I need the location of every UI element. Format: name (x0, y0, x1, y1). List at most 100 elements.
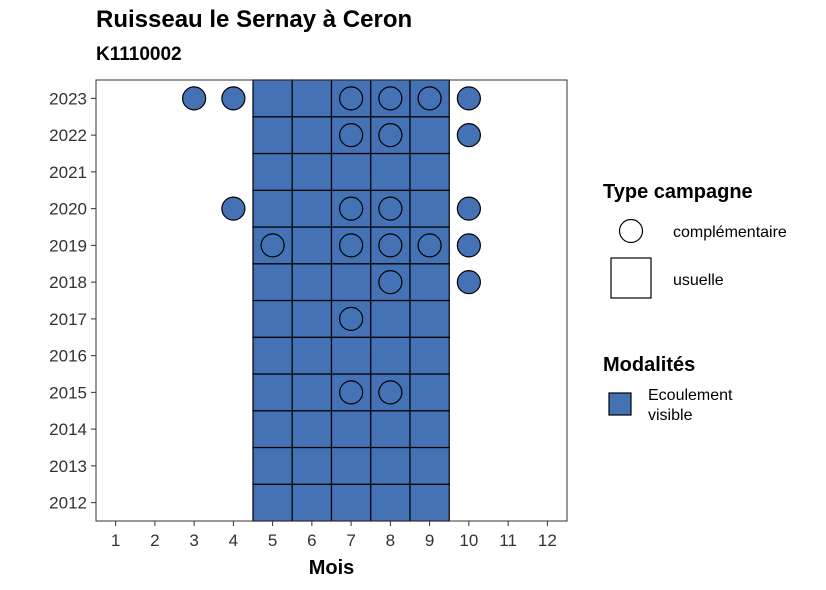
point-2018-10 (456, 270, 481, 295)
tile-2015-6 (291, 373, 333, 412)
point-2019-5 (260, 233, 285, 258)
point-2020-7 (339, 196, 364, 221)
legend-label-ecoulement: Ecoulement (648, 387, 733, 404)
tile-2015-5 (252, 373, 293, 412)
legend-fill-key (608, 392, 632, 416)
tile-2014-7 (330, 410, 372, 449)
tile-2023-7 (330, 79, 372, 118)
y-tick-label-2017: 2017 (49, 310, 87, 329)
x-tick-label-7: 7 (346, 531, 355, 550)
y-tick-label-2018: 2018 (49, 273, 87, 292)
tile-2022-6 (291, 116, 333, 155)
complementaire-points (182, 86, 481, 405)
legend-fill: Modalités Ecoulement visible (603, 354, 733, 424)
tile-2020-5 (252, 189, 293, 228)
tile-2019-8 (370, 226, 411, 265)
tile-2014-9 (409, 410, 450, 449)
tile-2012-7 (330, 483, 372, 522)
tile-2023-8 (370, 79, 411, 118)
x-tick-label-12: 12 (538, 531, 557, 550)
tile-2017-7 (330, 299, 372, 338)
tile-2017-5 (252, 299, 293, 338)
tile-2014-6 (291, 410, 333, 449)
tile-2020-8 (370, 189, 411, 228)
x-tick-label-11: 11 (499, 531, 517, 550)
tile-2014-8 (370, 410, 411, 449)
point-2020-4 (221, 196, 246, 221)
legend-label-complementaire: complémentaire (673, 224, 787, 241)
tile-2021-8 (370, 152, 411, 191)
point-2023-7 (339, 86, 364, 111)
point-2023-4 (221, 86, 246, 111)
tile-2013-7 (330, 446, 372, 485)
point-2022-10 (456, 123, 481, 148)
tile-2017-6 (291, 299, 333, 338)
tile-2022-7 (330, 116, 372, 155)
tile-2015-9 (409, 373, 450, 412)
y-tick-label-2015: 2015 (49, 383, 87, 402)
tile-2022-8 (370, 116, 411, 155)
tile-2021-7 (330, 152, 372, 191)
tile-2018-8 (370, 263, 411, 302)
tile-2016-5 (252, 336, 293, 375)
tile-2021-6 (291, 152, 333, 191)
point-2023-10 (456, 86, 481, 111)
tile-2012-5 (252, 483, 293, 522)
tile-2019-6 (291, 226, 333, 265)
tile-2017-9 (409, 299, 450, 338)
x-tick-label-1: 1 (111, 531, 120, 550)
tile-2022-9 (409, 116, 450, 155)
tile-2019-5 (252, 226, 293, 265)
legend-shape-title: Type campagne (603, 181, 753, 203)
tile-2015-8 (370, 373, 411, 412)
point-2019-7 (339, 233, 364, 258)
y-tick-label-2021: 2021 (49, 163, 87, 182)
y-tick-label-2023: 2023 (49, 89, 87, 108)
point-2022-8 (378, 123, 403, 148)
y-tick-label-2014: 2014 (49, 420, 87, 439)
tile-2021-5 (252, 152, 293, 191)
point-2020-10 (456, 196, 481, 221)
y-tick-label-2012: 2012 (49, 494, 87, 513)
tile-2020-9 (409, 189, 450, 228)
point-2023-3 (182, 86, 207, 111)
tile-2023-5 (252, 79, 293, 118)
tile-2023-6 (291, 79, 333, 118)
tile-2013-8 (370, 446, 411, 485)
tile-2019-7 (330, 226, 372, 265)
y-tick-label-2013: 2013 (49, 457, 87, 476)
tile-2018-7 (330, 263, 372, 302)
tile-2013-6 (291, 446, 333, 485)
point-2023-9 (417, 86, 442, 111)
point-2019-8 (378, 233, 403, 258)
point-2022-7 (339, 123, 364, 148)
tile-2017-8 (370, 299, 411, 338)
tile-2013-9 (409, 446, 450, 485)
tile-2018-5 (252, 263, 293, 302)
tile-2016-9 (409, 336, 450, 375)
legend-shape: Type campagne complémentaire usuelle (603, 181, 787, 299)
tile-2019-9 (409, 226, 450, 265)
x-tick-label-8: 8 (386, 531, 395, 550)
legend-fill-title: Modalités (603, 354, 695, 376)
x-axis-title: Mois (309, 557, 355, 579)
point-2015-7 (339, 380, 364, 405)
x-tick-label-5: 5 (268, 531, 277, 550)
x-axis-ticks: 1 2 3 4 5 6 7 8 9 10 11 12 (111, 521, 557, 550)
x-tick-label-6: 6 (307, 531, 316, 550)
y-tick-label-2020: 2020 (49, 200, 87, 219)
tile-2021-9 (409, 152, 450, 191)
x-tick-label-9: 9 (425, 531, 434, 550)
x-tick-label-4: 4 (229, 531, 238, 550)
point-2018-8 (378, 270, 403, 295)
tile-2016-6 (291, 336, 333, 375)
tile-2015-7 (330, 373, 372, 412)
tile-2012-8 (370, 483, 411, 522)
point-2015-8 (378, 380, 403, 405)
x-tick-label-10: 10 (459, 531, 478, 550)
tile-2018-6 (291, 263, 333, 302)
y-tick-label-2022: 2022 (49, 126, 87, 145)
legend-label-usuelle: usuelle (673, 272, 724, 289)
point-2019-10 (456, 233, 481, 258)
